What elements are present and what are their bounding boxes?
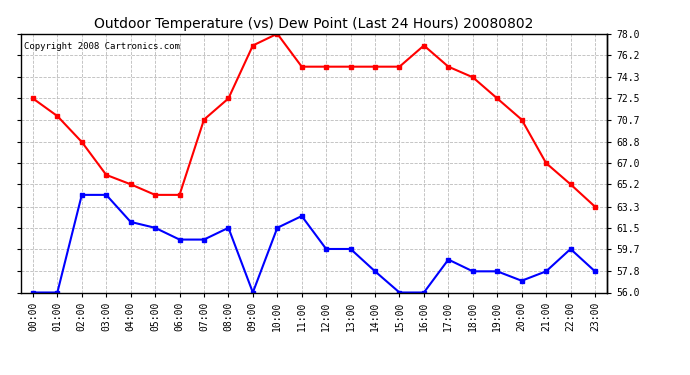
Text: Copyright 2008 Cartronics.com: Copyright 2008 Cartronics.com — [23, 42, 179, 51]
Title: Outdoor Temperature (vs) Dew Point (Last 24 Hours) 20080802: Outdoor Temperature (vs) Dew Point (Last… — [95, 17, 533, 31]
